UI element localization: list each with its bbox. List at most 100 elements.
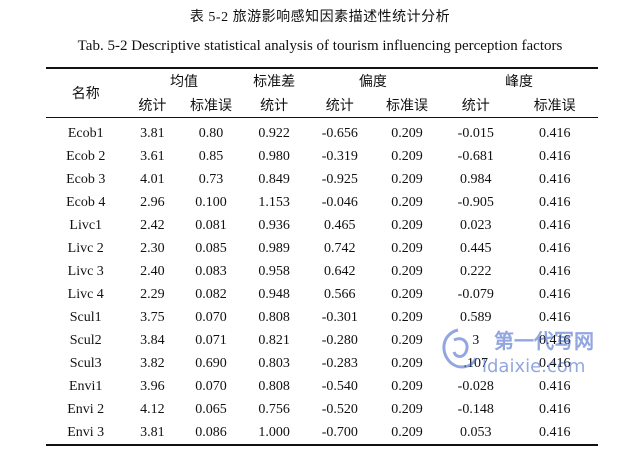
- cell-kurt-stat: -0.015: [457, 125, 494, 141]
- cell-kurt-stat: -0.079: [457, 286, 494, 302]
- cell-skew-stat: -0.520: [321, 401, 358, 417]
- header-sd-stat: 统计: [242, 93, 306, 118]
- table-row: Ecob 2 3.61 0.85 0.980 -0.319 0.209 -0.681 0.41…: [46, 145, 598, 168]
- cell-row-name: Livc1: [69, 217, 103, 233]
- cell-sd-stat: 0.821: [258, 332, 290, 348]
- cell-kurt-se: 0.416: [538, 263, 571, 279]
- cell-skew-se: 0.209: [391, 263, 423, 279]
- header-row-top: 名称 均值 标准差 偏度 峰度: [46, 67, 598, 118]
- cell-sd-stat: 0.980: [258, 148, 290, 164]
- cell-row-name: Ecob 3: [66, 171, 106, 187]
- descriptive-stats-table: 名称 均值 标准差 偏度 峰度 统计 标准误 统计 统计 标准误 统计 标准误 …: [46, 67, 598, 446]
- table-row: Ecob 4 2.96 0.100 1.153 -0.046 0.209 -0.905 0.4…: [46, 191, 598, 214]
- cell-sd-stat: 0.808: [258, 309, 290, 325]
- cell-mean-stat: 3.96: [140, 378, 165, 394]
- cell-kurt-se: 0.416: [538, 378, 571, 394]
- cell-mean-stat: 3.75: [140, 309, 165, 325]
- header-mean-stat: 统计: [125, 93, 180, 118]
- cell-sd-stat: 0.989: [258, 240, 290, 256]
- table-caption-english: Tab. 5-2 Descriptive statistical analysi…: [77, 38, 563, 54]
- cell-sd-stat: 0.849: [258, 171, 290, 187]
- cell-mean-stat: 3.81: [140, 125, 165, 141]
- cell-skew-stat: -0.540: [321, 378, 358, 394]
- cell-kurt-stat: 0.445: [460, 240, 492, 256]
- cell-mean-se: 0.070: [195, 378, 227, 394]
- cell-mean-se: 0.083: [195, 263, 227, 279]
- cell-row-name: Scul1: [69, 309, 102, 325]
- cell-skew-se: 0.209: [391, 378, 423, 394]
- cell-sd-stat: 0.936: [258, 217, 290, 233]
- cell-skew-se: 0.209: [391, 148, 423, 164]
- cell-mean-se: 0.85: [198, 148, 224, 164]
- cell-mean-se: 0.73: [198, 171, 224, 187]
- cell-skew-stat: -0.656: [321, 125, 358, 141]
- table-row: Envi 3 3.81 0.086 1.000 -0.700 0.209 0.053 0.41…: [46, 421, 598, 446]
- cell-row-name: Ecob 4: [66, 194, 106, 210]
- cell-mean-stat: 4.01: [140, 171, 165, 187]
- table-caption-chinese: 表 5-2 旅游影响感知因素描述性统计分析: [189, 10, 451, 25]
- cell-skew-stat: -0.700: [305, 421, 374, 446]
- header-mean: 均值: [125, 67, 243, 93]
- header-kurt-se: 标准误: [511, 93, 598, 118]
- cell-kurt-stat: 0.222: [460, 263, 492, 279]
- cell-mean-stat: 2.30: [140, 240, 165, 256]
- cell-kurt-se: 0.416: [538, 240, 571, 256]
- cell-skew-se: 0.209: [391, 332, 423, 348]
- cell-skew-se: 0.209: [391, 171, 423, 187]
- cell-skew-se: 0.209: [391, 286, 423, 302]
- header-kurtosis: 峰度: [440, 67, 598, 93]
- cell-mean-se: 0.80: [198, 125, 224, 141]
- header-skew-se: 标准误: [373, 93, 441, 118]
- cell-skew-stat: 0.465: [324, 217, 356, 233]
- table-row: Envi 2 4.12 0.065 0.756 -0.520 0.209 -0.148 0.4…: [46, 398, 598, 421]
- cell-mean-se: 0.082: [195, 286, 227, 302]
- cell-kurt-se: 0.416: [538, 171, 571, 187]
- table-row: Scul3 3.82 0.690 0.803 -0.283 0.209 .107 0.416: [46, 352, 598, 375]
- cell-skew-stat: -0.046: [321, 194, 358, 210]
- header-name: 名称: [46, 67, 126, 118]
- cell-mean-stat: 3.84: [140, 332, 165, 348]
- table-row: Livc 2 2.30 0.085 0.989 0.742 0.209 0.445 0.416: [46, 237, 598, 260]
- header-skewness: 偏度: [305, 67, 441, 93]
- cell-skew-stat: -0.280: [321, 332, 358, 348]
- table-row: Ecob1 3.81 0.80 0.922 -0.656 0.209 -0.015 0.416: [46, 118, 598, 146]
- cell-kurt-stat: 0.053: [440, 421, 512, 446]
- cell-mean-se: 0.690: [195, 355, 227, 371]
- cell-skew-stat: 0.566: [324, 286, 356, 302]
- cell-mean-stat: 2.29: [140, 286, 165, 302]
- cell-skew-stat: -0.925: [321, 171, 358, 187]
- table-row: Envi1 3.96 0.070 0.808 -0.540 0.209 -0.028 0.41…: [46, 375, 598, 398]
- cell-mean-se: 0.085: [195, 240, 227, 256]
- cell-sd-stat: 1.000: [242, 421, 306, 446]
- cell-skew-stat: -0.283: [321, 355, 358, 371]
- cell-mean-stat: 2.96: [140, 194, 165, 210]
- cell-row-name: Livc 4: [67, 286, 104, 302]
- header-sd: 标准差: [242, 67, 306, 93]
- cell-skew-se: 0.209: [391, 401, 423, 417]
- cell-kurt-se: 0.416: [538, 355, 571, 371]
- header-row-sub: 统计 标准误 统计 统计 标准误 统计 标准误: [46, 93, 598, 118]
- cell-skew-se: 0.209: [391, 125, 423, 141]
- table-body: Ecob1 3.81 0.80 0.922 -0.656 0.209 -0.015 0.416…: [46, 118, 598, 446]
- cell-skew-se: 0.209: [373, 421, 441, 446]
- cell-mean-se: 0.100: [195, 194, 227, 210]
- cell-skew-se: 0.209: [391, 217, 423, 233]
- table-row: Scul1 3.75 0.070 0.808 -0.301 0.209 0.589 0.416: [46, 306, 598, 329]
- cell-mean-stat: 3.82: [140, 355, 165, 371]
- cell-kurt-stat: .107: [463, 355, 489, 371]
- table-row: Ecob 3 4.01 0.73 0.849 -0.925 0.209 0.984 0.416: [46, 168, 598, 191]
- cell-sd-stat: 0.922: [258, 125, 290, 141]
- header-kurt-stat: 统计: [440, 93, 512, 118]
- cell-kurt-stat: 0.984: [460, 171, 492, 187]
- cell-kurt-se: 0.416: [538, 148, 571, 164]
- header-mean-se: 标准误: [179, 93, 243, 118]
- cell-row-name: Livc 3: [67, 263, 104, 279]
- cell-mean-stat: 4.12: [140, 401, 165, 417]
- cell-skew-se: 0.209: [391, 355, 423, 371]
- table-row: Scul2 3.84 0.071 0.821 -0.280 0.209 3 0.416: [46, 329, 598, 352]
- cell-skew-stat: 0.742: [324, 240, 356, 256]
- cell-kurt-se: 0.416: [511, 421, 598, 446]
- cell-row-name: Scul3: [69, 355, 102, 371]
- cell-kurt-stat: 0.589: [460, 309, 492, 325]
- cell-mean-se: 0.081: [195, 217, 227, 233]
